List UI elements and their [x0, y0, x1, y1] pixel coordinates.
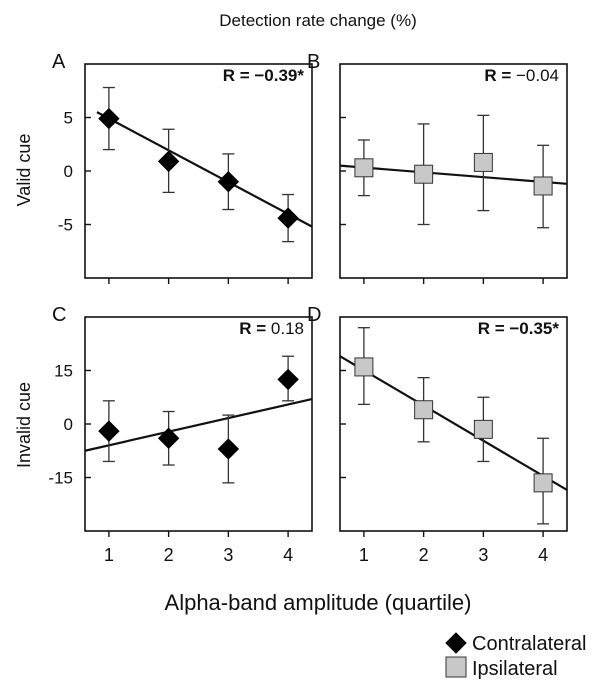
panel-a-ytick-label: 5 [64, 109, 73, 128]
row-label-invalid-cue: Invalid cue [14, 382, 34, 468]
panel-d-letter: D [307, 304, 321, 326]
panel-d: D R = −0.35* 1 2 3 4 [307, 304, 568, 565]
legend-diamond-icon [445, 632, 467, 654]
panel-c: C R = 0.18 15 0 -15 1 2 3 4 [48, 304, 313, 565]
panel-c-point [157, 427, 180, 449]
legend-item-ipsilateral: Ipsilateral [445, 656, 558, 680]
panel-c-point [98, 420, 120, 442]
panel-a-frame [84, 63, 313, 279]
panel-a-point [277, 207, 299, 229]
panel-d-point [414, 400, 434, 420]
panel-a-point [98, 107, 120, 130]
panel-c-point [217, 438, 240, 460]
panel-d-xtick-label: 4 [538, 545, 548, 565]
panel-d-fit-line [339, 355, 568, 491]
panel-c-point [277, 368, 299, 391]
panel-a-point [157, 150, 180, 173]
panel-a-ytick-label: 0 [64, 162, 73, 181]
panel-c-xtick-label: 4 [283, 545, 293, 565]
panel-a-letter: A [52, 51, 66, 73]
legend-label-contralateral: Contralateral [472, 633, 587, 655]
panel-a-ytick-label: -5 [58, 216, 73, 235]
panel-c-ytick-label: -15 [48, 469, 73, 488]
panel-a-fit-line [96, 111, 313, 228]
x-axis-label: Alpha-band amplitude (quartile) [165, 590, 472, 615]
panel-c-letter: C [52, 304, 66, 326]
panel-b: B R = −0.04 [307, 51, 568, 284]
panel-c-ytick-label: 0 [64, 415, 73, 434]
panel-b-r-annotation: R = −0.04 [484, 66, 559, 85]
panel-c-ytick-label: 15 [54, 362, 73, 381]
panel-d-xtick-label: 2 [419, 545, 429, 565]
panel-c-xtick-label: 3 [223, 545, 233, 565]
panel-a: A R = −0.39* 5 0 -5 [52, 51, 313, 284]
panel-d-point [354, 357, 374, 377]
panel-b-point [354, 158, 374, 178]
panel-d-point [533, 473, 553, 493]
panel-b-letter: B [307, 51, 320, 73]
panel-d-xtick-label: 3 [478, 545, 488, 565]
panel-c-xtick-label: 1 [104, 545, 114, 565]
panel-b-frame [339, 63, 568, 279]
panel-b-fit-line [339, 164, 568, 185]
top-title: Detection rate change (%) [219, 11, 417, 30]
legend-item-contralateral: Contralateral [445, 632, 587, 655]
panel-c-fit-line [84, 397, 313, 452]
row-label-valid-cue: Valid cue [14, 134, 34, 207]
panel-a-r-annotation: R = −0.39* [223, 66, 305, 85]
panel-c-xtick-label: 2 [164, 545, 174, 565]
legend: Contralateral Ipsilateral [445, 632, 587, 680]
panel-b-point [414, 164, 434, 184]
panels: A R = −0.39* 5 0 -5 B R = −0.04 C R = 0.18 15 0 -15… [48, 51, 568, 565]
panel-d-point [473, 419, 493, 439]
panel-b-point [533, 176, 553, 196]
panel-a-point [217, 170, 240, 193]
panel-c-r-annotation: R = 0.18 [239, 319, 304, 338]
panel-d-xtick-label: 1 [359, 545, 369, 565]
legend-square-icon [445, 656, 467, 678]
panel-d-r-annotation: R = −0.35* [478, 319, 560, 338]
panel-b-point [473, 152, 493, 172]
legend-label-ipsilateral: Ipsilateral [472, 658, 558, 680]
